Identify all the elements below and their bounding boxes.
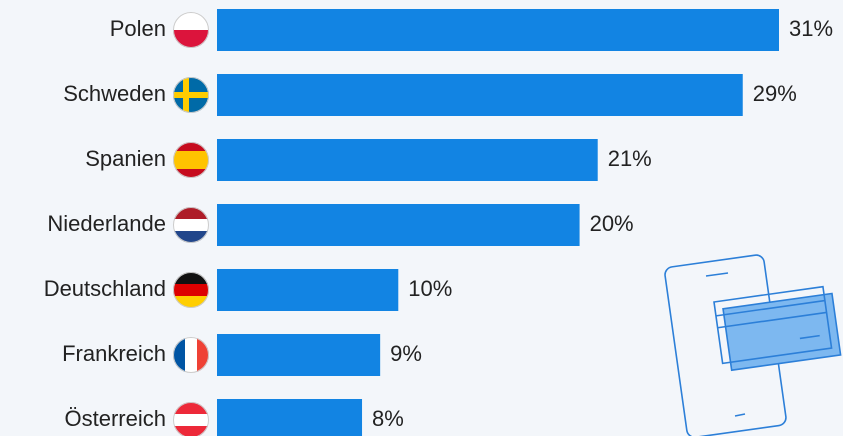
flag-part (173, 151, 209, 161)
bar (217, 399, 363, 436)
bar (217, 74, 743, 116)
value-label: 21% (608, 146, 652, 171)
value-label: 20% (590, 211, 634, 236)
category-label: Österreich (65, 406, 166, 431)
flag-part (173, 426, 209, 436)
flag-border (173, 142, 209, 178)
category-label: Polen (110, 16, 166, 41)
flag-border (173, 12, 209, 48)
flag-part (173, 414, 209, 427)
flag (173, 142, 209, 178)
flag-border (173, 337, 209, 373)
value-label: 10% (408, 276, 452, 301)
value-label: 8% (372, 406, 404, 431)
flag-part (173, 30, 209, 48)
flag (173, 12, 209, 48)
bar (217, 269, 399, 311)
flag-part (173, 284, 209, 297)
flag-part (173, 92, 209, 98)
flag-part (173, 219, 209, 232)
category-label: Spanien (85, 146, 166, 171)
flag-part (173, 169, 209, 178)
bar (217, 139, 598, 181)
value-label: 29% (753, 81, 797, 106)
flag-border (173, 77, 209, 113)
flag (173, 77, 209, 113)
flag-part (185, 337, 198, 373)
flag-part (173, 142, 209, 152)
category-label: Frankreich (62, 341, 166, 366)
bar (217, 9, 779, 51)
flag-border (173, 207, 209, 243)
category-label: Niederlande (47, 211, 166, 236)
bar (217, 334, 381, 376)
flag-part (173, 160, 209, 170)
phone-illustration (664, 254, 842, 436)
value-label: 31% (789, 16, 833, 41)
flag-border (173, 272, 209, 308)
category-label: Deutschland (44, 276, 166, 301)
category-label: Schweden (63, 81, 166, 106)
bar (217, 204, 580, 246)
flag-border (173, 402, 209, 436)
flag-part (173, 12, 209, 31)
value-label: 9% (390, 341, 422, 366)
